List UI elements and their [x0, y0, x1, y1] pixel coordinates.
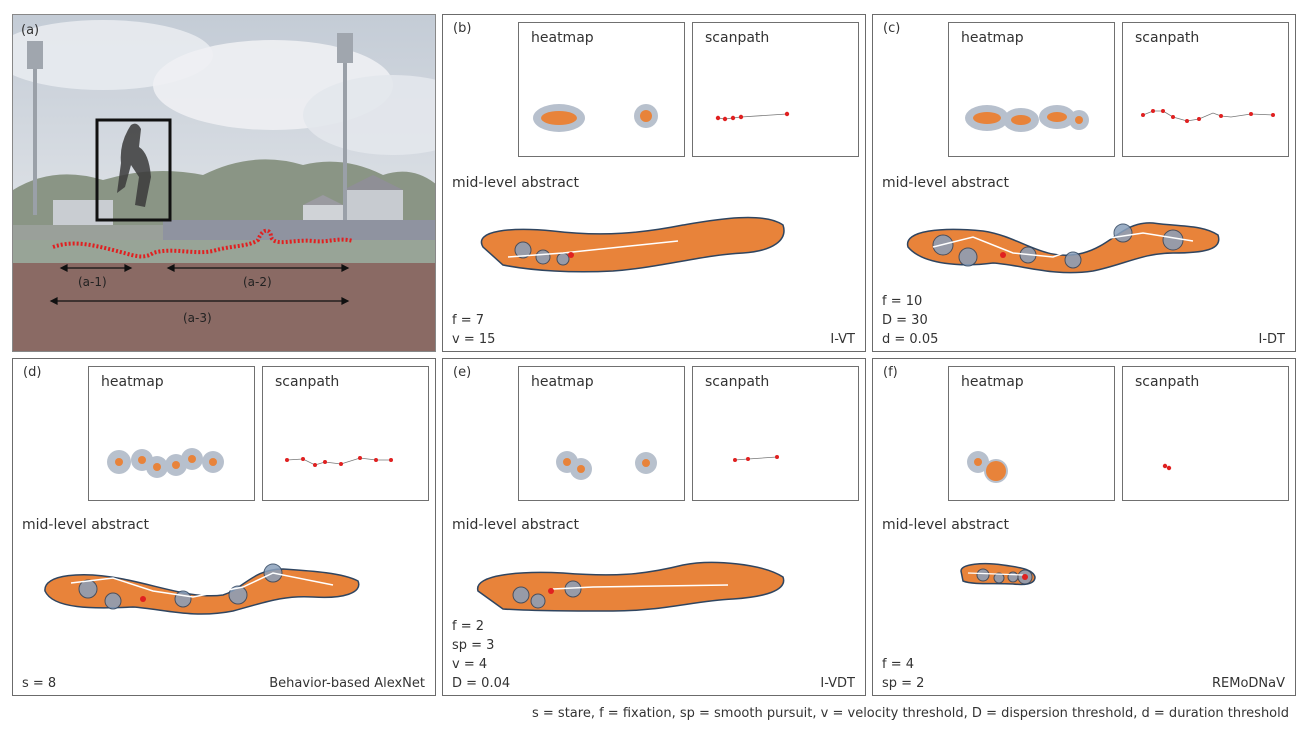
param-line: d = 0.05: [882, 332, 939, 347]
segment-arrows: [49, 264, 350, 305]
heatmap-box: heatmap: [518, 22, 685, 157]
abstract-title: mid-level abstract: [452, 175, 579, 191]
scanpath-box: scanpath: [1122, 22, 1289, 157]
panel-b: (b) heatmap scanpath mid-level abstract …: [442, 14, 866, 352]
scanpath-box: scanpath: [262, 366, 429, 501]
method-label: I-VT: [830, 332, 855, 347]
heatmap-plot: [556, 451, 657, 480]
panel-label: (d): [23, 365, 42, 380]
heatmap-plot: [967, 451, 1008, 483]
param-line: D = 30: [882, 313, 928, 328]
panel-c: (c) heatmap scanpath mid-level abstract …: [872, 14, 1296, 352]
heatmap-title: heatmap: [531, 30, 594, 46]
heatmap-box: heatmap: [518, 366, 685, 501]
scanpath-plot: [733, 455, 779, 462]
scanpath-title: scanpath: [1135, 30, 1200, 46]
stadium-photo: [13, 15, 435, 351]
scanpath-title: scanpath: [275, 374, 340, 390]
param-line: v = 15: [452, 332, 496, 347]
param-line: f = 2: [452, 619, 485, 634]
param-line: f = 4: [882, 657, 915, 672]
param-line: f = 10: [882, 294, 923, 309]
scanpath-box: scanpath: [1122, 366, 1289, 501]
heatmap-plot: [965, 105, 1089, 132]
scanpath-box: scanpath: [692, 366, 859, 501]
heatmap-title: heatmap: [101, 374, 164, 390]
method-label: I-VDT: [820, 676, 855, 691]
scanpath-title: scanpath: [1135, 374, 1200, 390]
heatmap-title: heatmap: [961, 30, 1024, 46]
panel-e: (e) heatmap scanpath mid-level abstract …: [442, 358, 866, 696]
heatmap-plot: [107, 448, 224, 478]
abstract-title: mid-level abstract: [22, 517, 149, 533]
heatmap-box: heatmap: [948, 366, 1115, 501]
heatmap-title: heatmap: [531, 374, 594, 390]
scanpath-title: scanpath: [705, 30, 770, 46]
method-label: REMoDNaV: [1211, 676, 1285, 691]
abstract-title: mid-level abstract: [882, 517, 1009, 533]
method-label: Behavior-based AlexNet: [269, 676, 425, 691]
abbreviation-legend: s = stare, f = fixation, sp = smooth pur…: [532, 706, 1289, 721]
abstract-plot: [480, 216, 785, 273]
panel-label: (e): [453, 365, 472, 380]
gaze-trail: [52, 228, 354, 259]
panel-label: (a): [21, 23, 40, 38]
heatmap-plot: [533, 104, 658, 132]
param-line: sp = 2: [882, 676, 925, 691]
athlete-silhouette: [117, 123, 151, 207]
segment-label-a2: (a-2): [243, 275, 272, 289]
panel-label: (f): [883, 365, 898, 380]
segment-label-a1: (a-1): [78, 275, 107, 289]
abstract-plot: [960, 562, 1036, 586]
scanpath-title: scanpath: [705, 374, 770, 390]
panel-f: (f) heatmap scanpath mid-level abstract …: [872, 358, 1296, 696]
abstract-plot: [907, 222, 1220, 274]
scanpath-box: scanpath: [692, 22, 859, 157]
param-line: sp = 3: [452, 638, 495, 653]
param-line: D = 0.04: [452, 676, 511, 691]
heatmap-box: heatmap: [948, 22, 1115, 157]
panel-a: (a) (a-1) (a-2) (a-3): [12, 14, 436, 352]
panel-label: (b): [453, 21, 472, 36]
panel-d: (d) heatmap scanpath mid-level abstract …: [12, 358, 436, 696]
abstract-title: mid-level abstract: [882, 175, 1009, 191]
method-label: I-DT: [1258, 332, 1285, 347]
scanpath-plot: [1141, 109, 1275, 123]
athlete-bounding-box: [95, 118, 172, 222]
abstract-title: mid-level abstract: [452, 517, 579, 533]
param-line: s = 8: [22, 676, 57, 691]
scanpath-plot: [1162, 463, 1172, 471]
segment-label-a3: (a-3): [183, 311, 212, 325]
abstract-plot: [477, 561, 785, 612]
param-line: f = 7: [452, 313, 485, 328]
abstract-plot: [44, 563, 360, 615]
heatmap-box: heatmap: [88, 366, 255, 501]
heatmap-title: heatmap: [961, 374, 1024, 390]
panel-label: (c): [883, 21, 901, 36]
scanpath-plot: [715, 111, 790, 122]
scanpath-plot: [285, 456, 393, 467]
param-line: v = 4: [452, 657, 488, 672]
